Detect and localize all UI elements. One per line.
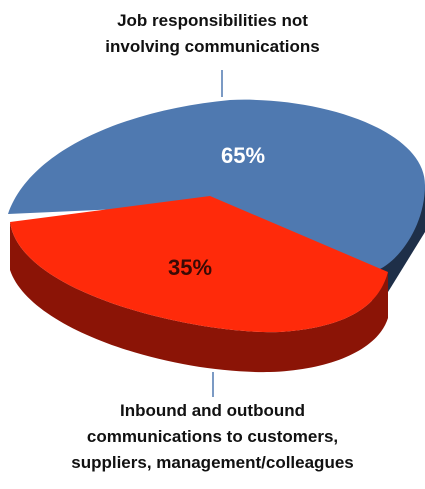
top-slice-label: Job responsibilities not involving commu… xyxy=(0,8,425,60)
top-label-line-1: Job responsibilities not xyxy=(117,11,308,30)
blue-slice xyxy=(8,99,425,270)
top-label-line-2: involving communications xyxy=(105,37,320,56)
pct-label-blue: 65% xyxy=(221,143,265,168)
bottom-label-line-2: communications to customers, xyxy=(86,427,339,446)
bottom-slice-label: Inbound and outbound communications to c… xyxy=(0,398,425,476)
red-slice xyxy=(10,196,388,333)
pct-label-red: 35% xyxy=(168,255,212,280)
bottom-label-line-3: suppliers, management/colleagues xyxy=(71,453,354,472)
red-slice-side xyxy=(10,222,388,373)
bottom-label-line-1: Inbound and outbound xyxy=(119,401,306,420)
